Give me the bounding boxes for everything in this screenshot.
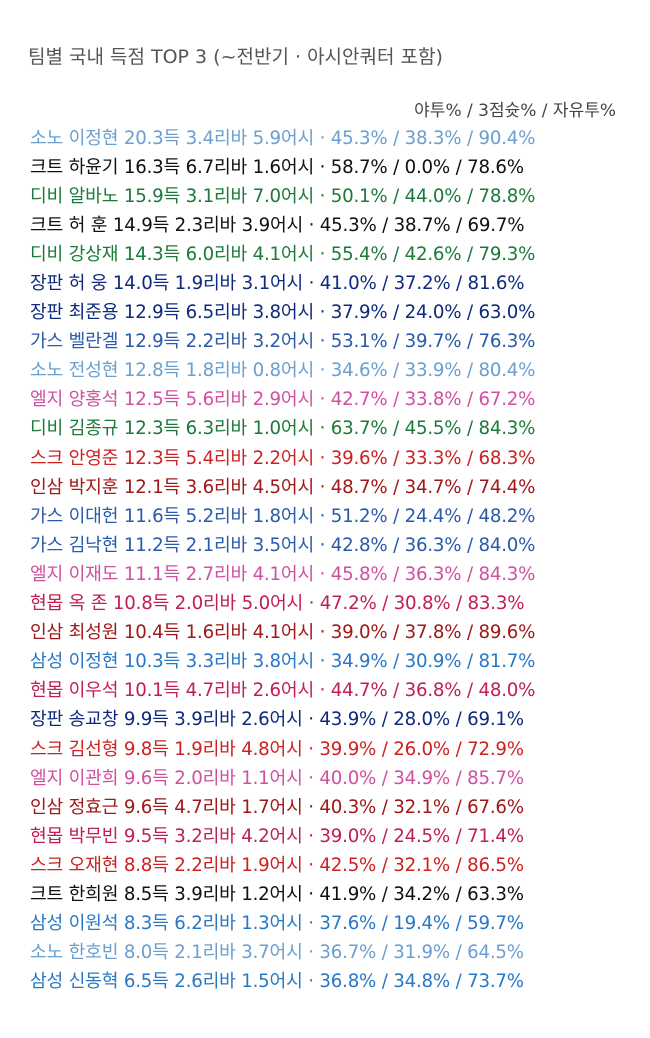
player-row: 엘지 양홍석 12.5득 5.6리바 2.9어시 · 42.7% / 33.8%…: [30, 384, 630, 413]
player-row-text: 인삼 박지훈 12.1득 3.6리바 4.5어시 · 48.7% / 34.7%…: [30, 476, 536, 498]
player-row-text: 크트 한희원 8.5득 3.9리바 1.2어시 · 41.9% / 34.2% …: [30, 883, 524, 905]
player-row: 크트 한희원 8.5득 3.9리바 1.2어시 · 41.9% / 34.2% …: [30, 878, 630, 907]
player-row: 크트 허 훈 14.9득 2.3리바 3.9어시 · 45.3% / 38.7%…: [30, 209, 630, 238]
player-row: 스크 안영준 12.3득 5.4리바 2.2어시 · 39.6% / 33.3%…: [30, 442, 630, 471]
player-row-text: 디비 김종규 12.3득 6.3리바 1.0어시 · 63.7% / 45.5%…: [30, 418, 536, 440]
player-row-text: 디비 알바노 15.9득 3.1리바 7.0어시 · 50.1% / 44.0%…: [30, 185, 536, 207]
player-row-text: 인삼 최성원 10.4득 1.6리바 4.1어시 · 39.0% / 37.8%…: [30, 622, 536, 644]
player-list: 소노 이정현 20.3득 3.4리바 5.9어시 · 45.3% / 38.3%…: [30, 122, 630, 995]
player-row: 디비 알바노 15.9득 3.1리바 7.0어시 · 50.1% / 44.0%…: [30, 180, 630, 209]
player-row-text: 엘지 양홍석 12.5득 5.6리바 2.9어시 · 42.7% / 33.8%…: [30, 389, 536, 411]
player-row: 현몹 박무빈 9.5득 3.2리바 4.2어시 · 39.0% / 24.5% …: [30, 820, 630, 849]
player-row: 소노 이정현 20.3득 3.4리바 5.9어시 · 45.3% / 38.3%…: [30, 122, 630, 151]
player-row-text: 현몹 이우석 10.1득 4.7리바 2.6어시 · 44.7% / 36.8%…: [30, 680, 536, 702]
player-row: 장판 송교창 9.9득 3.9리바 2.6어시 · 43.9% / 28.0% …: [30, 704, 630, 733]
player-row: 엘지 이재도 11.1득 2.7리바 4.1어시 · 45.8% / 36.3%…: [30, 558, 630, 587]
player-row-text: 소노 한호빈 8.0득 2.1리바 3.7어시 · 36.7% / 31.9% …: [30, 942, 524, 964]
player-row: 인삼 박지훈 12.1득 3.6리바 4.5어시 · 48.7% / 34.7%…: [30, 471, 630, 500]
player-row: 가스 김낙현 11.2득 2.1리바 3.5어시 · 42.8% / 36.3%…: [30, 529, 630, 558]
player-row-text: 장판 최준용 12.9득 6.5리바 3.8어시 · 37.9% / 24.0%…: [30, 302, 536, 324]
player-row-text: 현몹 박무빈 9.5득 3.2리바 4.2어시 · 39.0% / 24.5% …: [30, 825, 524, 847]
player-row-text: 삼성 이정현 10.3득 3.3리바 3.8어시 · 34.9% / 30.9%…: [30, 651, 536, 673]
player-row: 스크 김선형 9.8득 1.9리바 4.8어시 · 39.9% / 26.0% …: [30, 733, 630, 762]
player-row-text: 스크 오재현 8.8득 2.2리바 1.9어시 · 42.5% / 32.1% …: [30, 854, 524, 876]
player-row-text: 스크 안영준 12.3득 5.4리바 2.2어시 · 39.6% / 33.3%…: [30, 447, 536, 469]
player-row-text: 장판 허 웅 14.0득 1.9리바 3.1어시 · 41.0% / 37.2%…: [30, 273, 525, 295]
player-row: 스크 오재현 8.8득 2.2리바 1.9어시 · 42.5% / 32.1% …: [30, 849, 630, 878]
player-row-text: 삼성 이원석 8.3득 6.2리바 1.3어시 · 37.6% / 19.4% …: [30, 913, 524, 935]
player-row-text: 소노 전성현 12.8득 1.8리바 0.8어시 · 34.6% / 33.9%…: [30, 360, 536, 382]
player-row-text: 장판 송교창 9.9득 3.9리바 2.6어시 · 43.9% / 28.0% …: [30, 709, 524, 731]
player-row: 현몹 이우석 10.1득 4.7리바 2.6어시 · 44.7% / 36.8%…: [30, 675, 630, 704]
player-row-text: 엘지 이재도 11.1득 2.7리바 4.1어시 · 45.8% / 36.3%…: [30, 563, 536, 585]
player-row-text: 스크 김선형 9.8득 1.9리바 4.8어시 · 39.9% / 26.0% …: [30, 738, 524, 760]
player-row: 인삼 정효근 9.6득 4.7리바 1.7어시 · 40.3% / 32.1% …: [30, 791, 630, 820]
player-row: 현몹 옥 존 10.8득 2.0리바 5.0어시 · 47.2% / 30.8%…: [30, 588, 630, 617]
player-row: 크트 하윤기 16.3득 6.7리바 1.6어시 · 58.7% / 0.0% …: [30, 151, 630, 180]
player-row-text: 크트 허 훈 14.9득 2.3리바 3.9어시 · 45.3% / 38.7%…: [30, 214, 525, 236]
player-row: 소노 전성현 12.8득 1.8리바 0.8어시 · 34.6% / 33.9%…: [30, 355, 630, 384]
player-row: 디비 강상재 14.3득 6.0리바 4.1어시 · 55.4% / 42.6%…: [30, 238, 630, 267]
player-row-text: 크트 하윤기 16.3득 6.7리바 1.6어시 · 58.7% / 0.0% …: [30, 156, 524, 178]
player-row-text: 삼성 신동혁 6.5득 2.6리바 1.5어시 · 36.8% / 34.8% …: [30, 971, 524, 993]
player-row-text: 엘지 이관희 9.6득 2.0리바 1.1어시 · 40.0% / 34.9% …: [30, 767, 524, 789]
player-row: 장판 허 웅 14.0득 1.9리바 3.1어시 · 41.0% / 37.2%…: [30, 267, 630, 296]
player-row: 엘지 이관희 9.6득 2.0리바 1.1어시 · 40.0% / 34.9% …: [30, 762, 630, 791]
column-header: 야투% / 3점슛% / 자유투%: [414, 101, 616, 121]
player-row: 가스 이대헌 11.6득 5.2리바 1.8어시 · 51.2% / 24.4%…: [30, 500, 630, 529]
player-row-text: 가스 벨란겔 12.9득 2.2리바 3.2어시 · 53.1% / 39.7%…: [30, 331, 536, 353]
player-row: 삼성 신동혁 6.5득 2.6리바 1.5어시 · 36.8% / 34.8% …: [30, 966, 630, 995]
player-row-text: 인삼 정효근 9.6득 4.7리바 1.7어시 · 40.3% / 32.1% …: [30, 796, 524, 818]
player-row: 소노 한호빈 8.0득 2.1리바 3.7어시 · 36.7% / 31.9% …: [30, 937, 630, 966]
player-row-text: 가스 이대헌 11.6득 5.2리바 1.8어시 · 51.2% / 24.4%…: [30, 505, 536, 527]
player-row-text: 디비 강상재 14.3득 6.0리바 4.1어시 · 55.4% / 42.6%…: [30, 243, 536, 265]
player-row-text: 가스 김낙현 11.2득 2.1리바 3.5어시 · 42.8% / 36.3%…: [30, 534, 536, 556]
player-row: 인삼 최성원 10.4득 1.6리바 4.1어시 · 39.0% / 37.8%…: [30, 617, 630, 646]
player-row-text: 현몹 옥 존 10.8득 2.0리바 5.0어시 · 47.2% / 30.8%…: [30, 593, 525, 615]
player-row: 삼성 이원석 8.3득 6.2리바 1.3어시 · 37.6% / 19.4% …: [30, 908, 630, 937]
player-row: 가스 벨란겔 12.9득 2.2리바 3.2어시 · 53.1% / 39.7%…: [30, 326, 630, 355]
player-row-text: 소노 이정현 20.3득 3.4리바 5.9어시 · 45.3% / 38.3%…: [30, 127, 536, 149]
player-row: 디비 김종규 12.3득 6.3리바 1.0어시 · 63.7% / 45.5%…: [30, 413, 630, 442]
page-title: 팀별 국내 득점 TOP 3 (~전반기 · 아시안쿼터 포함): [28, 46, 443, 68]
player-row: 삼성 이정현 10.3득 3.3리바 3.8어시 · 34.9% / 30.9%…: [30, 646, 630, 675]
player-row: 장판 최준용 12.9득 6.5리바 3.8어시 · 37.9% / 24.0%…: [30, 297, 630, 326]
